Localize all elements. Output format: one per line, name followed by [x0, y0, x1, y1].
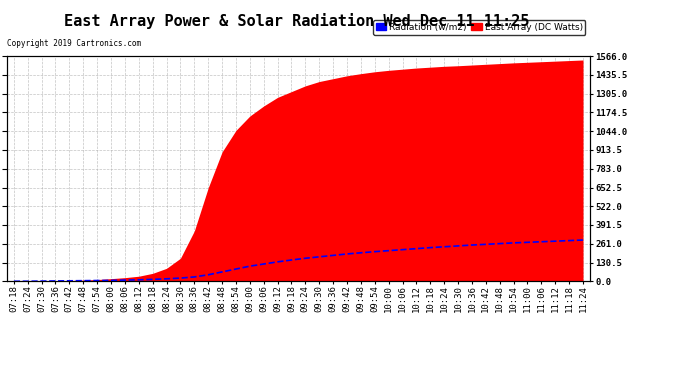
Text: East Array Power & Solar Radiation Wed Dec 11 11:25: East Array Power & Solar Radiation Wed D… [64, 13, 529, 29]
Legend: Radiation (w/m2), East Array (DC Watts): Radiation (w/m2), East Array (DC Watts) [373, 20, 585, 34]
Text: Copyright 2019 Cartronics.com: Copyright 2019 Cartronics.com [7, 39, 141, 48]
